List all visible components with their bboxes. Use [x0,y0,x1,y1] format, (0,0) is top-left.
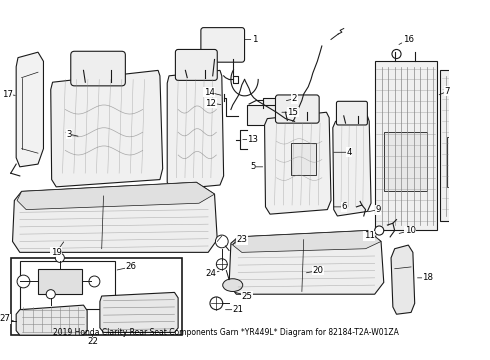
Text: 10: 10 [405,226,416,235]
Bar [384,132,427,192]
Polygon shape [13,182,217,252]
Text: 7: 7 [445,87,450,96]
Polygon shape [265,112,331,214]
Bar [375,61,437,230]
Polygon shape [391,245,415,314]
Circle shape [392,49,401,59]
Polygon shape [100,292,178,332]
Bar [247,105,279,125]
Text: 13: 13 [247,135,258,144]
Polygon shape [233,230,381,252]
Text: 18: 18 [422,273,433,282]
Text: 11: 11 [364,231,375,240]
FancyBboxPatch shape [337,101,368,125]
Bar [440,71,484,221]
Polygon shape [229,230,384,294]
FancyBboxPatch shape [71,51,125,86]
Polygon shape [51,71,163,187]
Text: 2019 Honda Clarity Rear Seat Components Garn *YR449L* Diagram for 82184-T2A-W01Z: 2019 Honda Clarity Rear Seat Components … [53,328,399,337]
Text: 22: 22 [87,337,98,346]
Circle shape [216,235,228,248]
Text: 15: 15 [287,108,298,117]
Text: 1: 1 [252,35,257,44]
Bar [38,269,82,294]
Text: 20: 20 [313,266,324,275]
Circle shape [55,253,64,262]
Bar [447,137,478,187]
Text: 14: 14 [203,88,215,97]
Polygon shape [16,305,87,335]
Text: 12: 12 [205,99,217,108]
FancyBboxPatch shape [201,28,245,62]
Bar [11,258,182,335]
FancyBboxPatch shape [175,49,217,80]
Polygon shape [17,182,215,210]
Bar [291,143,317,175]
Bar [20,261,115,309]
Polygon shape [167,71,223,190]
Text: 26: 26 [125,262,136,271]
Circle shape [17,275,30,288]
Text: 4: 4 [346,148,352,157]
Text: 24: 24 [205,269,217,278]
FancyBboxPatch shape [275,95,319,123]
Circle shape [375,226,384,235]
Text: 16: 16 [403,35,414,44]
Circle shape [210,297,223,310]
Text: 3: 3 [66,130,72,139]
Text: 25: 25 [242,292,253,301]
Text: 21: 21 [233,305,244,314]
Circle shape [89,276,100,287]
Ellipse shape [223,279,243,292]
Text: 6: 6 [341,202,346,211]
Polygon shape [333,116,371,216]
Circle shape [217,259,227,270]
Text: 9: 9 [376,205,381,214]
Text: 27: 27 [0,314,11,323]
Text: 17: 17 [1,90,13,99]
Circle shape [46,290,55,299]
Text: 19: 19 [51,248,62,257]
Polygon shape [16,52,44,167]
Text: 5: 5 [250,162,255,171]
Bar [263,98,283,111]
Text: 2: 2 [292,94,297,103]
Text: 23: 23 [236,235,247,244]
